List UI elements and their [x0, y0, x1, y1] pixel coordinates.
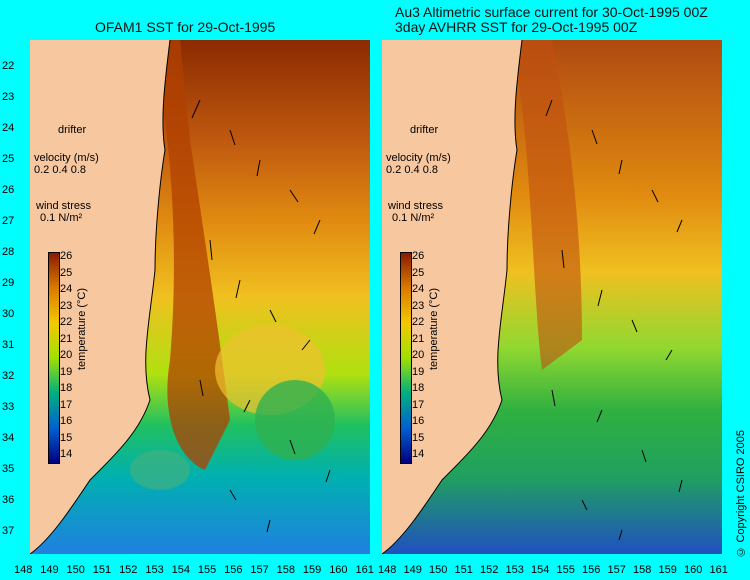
- lon-tick: 156: [224, 564, 243, 576]
- cbar-tick: 22: [412, 316, 425, 328]
- lat-tick: 35: [2, 463, 15, 475]
- lon-tick: 148: [14, 564, 33, 576]
- lat-tick: 24: [2, 122, 15, 134]
- lon-tick: 156: [582, 564, 601, 576]
- lon-tick: 150: [66, 564, 85, 576]
- cbar-tick: 14: [412, 448, 425, 460]
- legend-wind-stress-right: wind stress: [388, 200, 444, 212]
- lon-tick: 161: [355, 564, 374, 576]
- cbar-tick: 19: [412, 365, 425, 378]
- lon-tick: 159: [302, 564, 322, 576]
- lat-tick: 30: [2, 308, 15, 320]
- cbar-tick: 17: [412, 398, 425, 411]
- legend-wind-unit: 0.1 N/m²: [40, 212, 83, 224]
- lon-tick: 149: [40, 564, 59, 576]
- right-title-line1: Au3 Altimetric surface current for 30-Oc…: [395, 4, 708, 20]
- lon-tick: 152: [480, 564, 499, 576]
- cbar-tick: 25: [412, 266, 425, 279]
- lon-tick: 157: [607, 564, 626, 576]
- lat-tick: 22: [2, 60, 15, 72]
- lon-tick: 160: [329, 564, 348, 576]
- lon-tick: 159: [658, 564, 677, 576]
- legend-velocity-scale: 0.2 0.4 0.8: [34, 164, 86, 176]
- lat-tick: 32: [2, 370, 15, 382]
- lon-tick: 148: [378, 564, 397, 576]
- cbar-tick: 20: [60, 349, 73, 361]
- cbar-tick: 24: [60, 283, 73, 295]
- lat-tick: 23: [2, 91, 15, 103]
- lon-tick: 151: [92, 564, 112, 576]
- cbar-tick: 19: [60, 365, 73, 378]
- legend-velocity-right: velocity (m/s): [386, 152, 451, 164]
- cbar-tick: 17: [60, 398, 73, 411]
- cbar-tick: 16: [412, 415, 425, 427]
- lon-tick: 154: [171, 564, 190, 576]
- cbar-tick: 21: [60, 332, 73, 345]
- lon-tick: 157: [250, 564, 269, 576]
- lat-tick: 33: [2, 401, 15, 413]
- lat-tick: 29: [2, 277, 15, 289]
- lat-tick: 36: [2, 494, 15, 506]
- cbar-tick: 16: [60, 415, 73, 427]
- cbar-tick: 15: [60, 431, 73, 444]
- lon-tick: 153: [505, 564, 524, 576]
- lat-tick: 34: [2, 432, 15, 444]
- lat-tick: 25: [2, 153, 15, 165]
- left-map-graphic: [30, 40, 370, 554]
- lon-tick: 153: [145, 564, 164, 576]
- cbar-tick: 23: [412, 299, 425, 312]
- cbar-tick: 26: [412, 250, 425, 262]
- cbar-tick: 23: [60, 299, 73, 312]
- right-map-graphic: [382, 40, 722, 554]
- left-title: OFAM1 SST for 29-Oct-1995: [95, 19, 276, 35]
- lon-tick: 160: [684, 564, 703, 576]
- left-sst-map: drifter velocity (m/s) 0.2 0.4 0.8 wind …: [30, 40, 370, 554]
- legend-wind-unit-right: 0.1 N/m²: [392, 212, 435, 224]
- right-colorbar-ticks: 26 25 24 23 22 21 20 19 18 17 16 15 14: [412, 250, 432, 465]
- cbar-tick: 25: [60, 266, 73, 279]
- lon-tick: 152: [119, 564, 138, 576]
- left-lat-axis: 22 23 24 25 26 27 28 29 30 31 32 33 34 3…: [2, 60, 26, 556]
- legend-wind-stress: wind stress: [36, 200, 92, 212]
- lon-tick: 158: [276, 564, 296, 576]
- lon-tick: 158: [633, 564, 652, 576]
- left-lon-axis: 148 149 150 151 152 153 154 155 156 157 …: [14, 564, 374, 576]
- right-lon-axis: 148 149 150 151 152 153 154 155 156 157 …: [378, 564, 728, 576]
- right-title-line2: 3day AVHRR SST for 29-Oct-1995 00Z: [395, 19, 638, 35]
- cbar-tick: 18: [60, 382, 73, 394]
- left-colorbar: [48, 252, 60, 464]
- lat-tick: 26: [2, 184, 15, 196]
- lat-tick: 28: [2, 246, 15, 258]
- lon-tick: 149: [403, 564, 422, 576]
- lon-tick: 155: [556, 564, 575, 576]
- lat-tick: 27: [2, 215, 15, 227]
- cbar-tick: 26: [60, 250, 73, 262]
- lat-tick: 37: [2, 525, 15, 537]
- lat-tick: 31: [2, 339, 15, 351]
- cbar-tick: 24: [412, 283, 425, 295]
- legend-velocity: velocity (m/s): [34, 152, 99, 164]
- cbar-tick: 15: [412, 431, 425, 444]
- legend-drifter-right: drifter: [410, 124, 439, 136]
- lon-tick: 154: [531, 564, 550, 576]
- lon-tick: 161: [709, 564, 728, 576]
- lon-tick: 155: [197, 564, 217, 576]
- cbar-tick: 14: [60, 448, 73, 460]
- right-colorbar: [400, 252, 412, 464]
- copyright-text: © Copyright CSIRO 2005: [735, 430, 747, 558]
- lon-tick: 150: [429, 564, 448, 576]
- right-sst-map: drifter velocity (m/s) 0.2 0.4 0.8 wind …: [382, 40, 722, 554]
- cbar-tick: 18: [412, 382, 425, 394]
- cbar-tick: 20: [412, 349, 425, 361]
- lon-tick: 151: [454, 564, 473, 576]
- cbar-tick: 22: [60, 316, 73, 328]
- cbar-tick: 21: [412, 332, 425, 345]
- legend-drifter: drifter: [58, 124, 87, 136]
- left-colorbar-ticks: 26 25 24 23 22 21 20 19 18 17 16 15 14: [60, 250, 80, 465]
- legend-velocity-scale-right: 0.2 0.4 0.8: [386, 164, 438, 176]
